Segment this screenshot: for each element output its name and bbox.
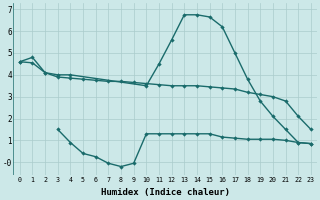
X-axis label: Humidex (Indice chaleur): Humidex (Indice chaleur) xyxy=(101,188,230,197)
